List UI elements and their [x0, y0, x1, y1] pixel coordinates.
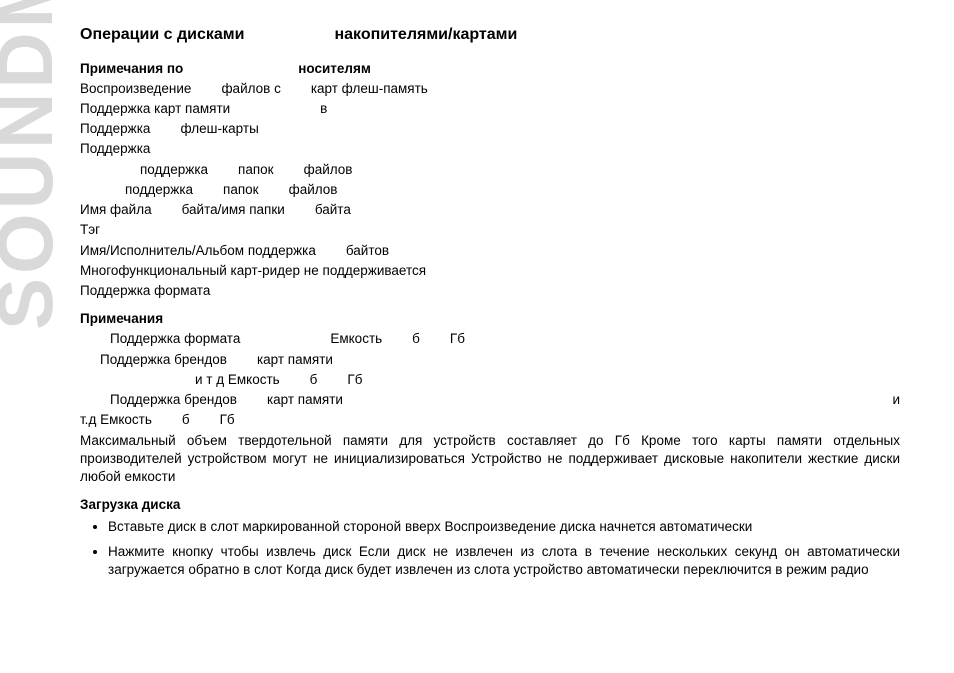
n-line-4: Поддержка брендовкарт памяти и: [80, 391, 900, 409]
line-card-support: Поддержка карт памятив: [80, 100, 900, 118]
notes-block-2: Примечания Поддержка форматаЕмкостьбГб П…: [80, 310, 900, 486]
load-heading: Загрузка диска: [80, 496, 900, 514]
line-filename: Имя файлабайта/имя папкибайта: [80, 201, 900, 219]
n-line-2: Поддержка брендовкарт памяти: [80, 351, 900, 369]
page-title: Операции с дискаминакопителями/картами: [80, 24, 900, 46]
n-line-5: т.д ЕмкостьбГб: [80, 411, 900, 429]
list-item: Нажмите кнопку чтобы извлечь диск Если д…: [108, 543, 900, 579]
n-line-1: Поддержка форматаЕмкостьбГб: [80, 330, 900, 348]
line-tag: Тэг: [80, 221, 900, 239]
line-support: Поддержка: [80, 140, 900, 158]
line-flash-support: Поддержкафлеш-карты: [80, 120, 900, 138]
watermark-text: SOUNDMAX: [0, 0, 71, 330]
page-content: Операции с дискаминакопителями/картами П…: [80, 24, 900, 589]
paragraph-max: Максимальный объем твердотельной памяти …: [80, 432, 900, 487]
line-playback: Воспроизведениефайлов скарт флеш-память: [80, 80, 900, 98]
load-block: Загрузка диска Вставьте диск в слот марк…: [80, 496, 900, 579]
line-id3: Имя/Исполнитель/Альбом поддержкабайтов: [80, 242, 900, 260]
line-format: Поддержка формата: [80, 282, 900, 300]
notes-heading: Примечания поносителям: [80, 60, 900, 78]
load-list: Вставьте диск в слот маркированной сторо…: [80, 518, 900, 579]
line-reader: Многофункциональный карт-ридер не поддер…: [80, 262, 900, 280]
n-line-3: и т д ЕмкостьбГб: [80, 371, 900, 389]
list-item: Вставьте диск в слот маркированной сторо…: [108, 518, 900, 536]
notes-block-1: Примечания поносителям Воспроизведениефа…: [80, 60, 900, 301]
line-folders-2: поддержкапапокфайлов: [80, 181, 900, 199]
notes2-heading: Примечания: [80, 310, 900, 328]
line-folders-1: поддержкапапокфайлов: [80, 161, 900, 179]
